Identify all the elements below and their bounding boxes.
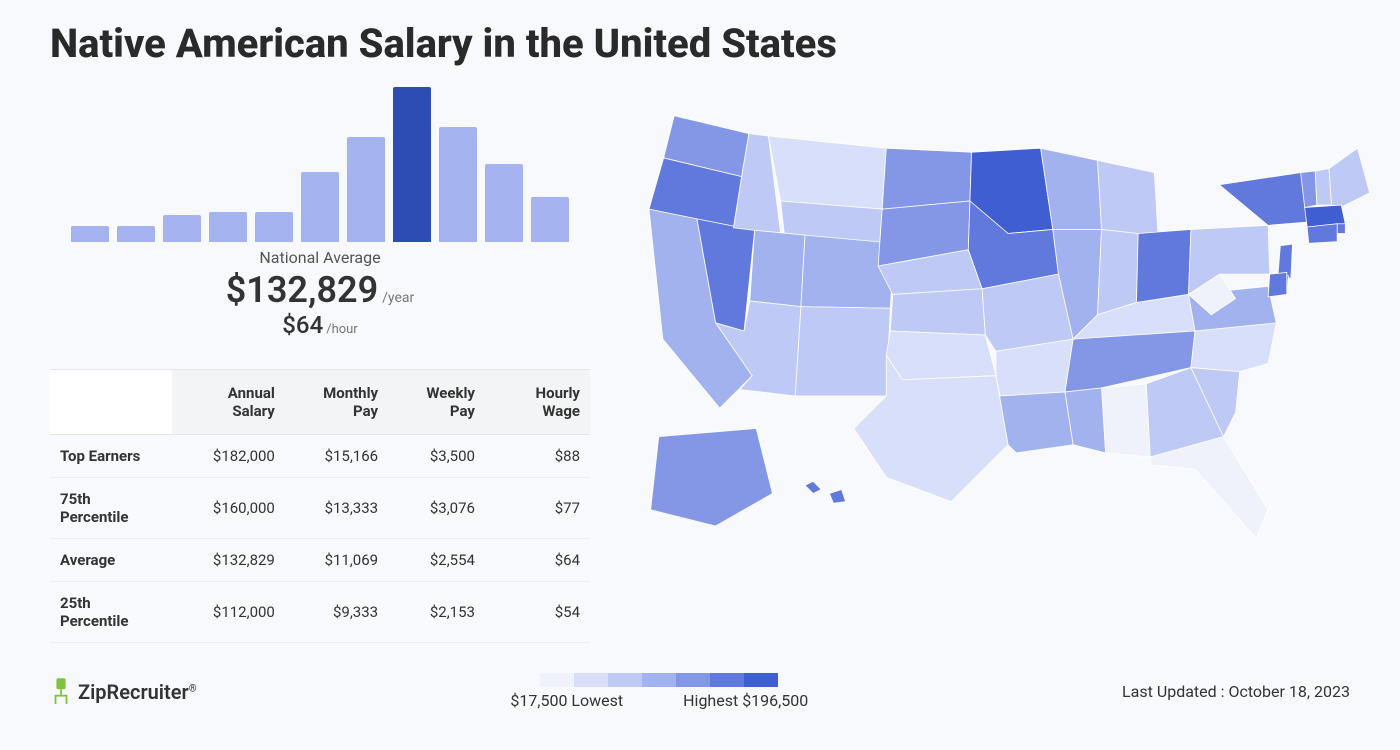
legend-low: $17,500 Lowest: [510, 691, 623, 710]
logo-text: ZipRecruiter: [78, 680, 189, 704]
salary-table: Annual SalaryMonthly PayWeekly PayHourly…: [50, 369, 590, 643]
state-ok: [886, 331, 996, 380]
state-pa: [1189, 225, 1270, 294]
table-cell: $3,076: [388, 478, 485, 539]
table-cell: $160,000: [172, 478, 285, 539]
table-cell: $15,166: [285, 435, 388, 478]
histogram-bar: [163, 215, 201, 242]
nat-avg-yearly-unit: /year: [382, 290, 414, 306]
table-header: Hourly Wage: [485, 370, 590, 435]
table-cell: $54: [485, 582, 590, 643]
legend-swatch: [608, 673, 642, 687]
table-row: Average$132,829$11,069$2,554$64: [50, 539, 590, 582]
state-mi: [1098, 160, 1159, 241]
state-ri: [1337, 224, 1345, 234]
nat-avg-yearly-value: $132,829: [226, 269, 378, 311]
salary-histogram: [70, 87, 570, 242]
table-cell: $77: [485, 478, 590, 539]
table-row: 25th Percentile$112,000$9,333$2,153$54: [50, 582, 590, 643]
state-ct: [1307, 224, 1337, 244]
table-cell: $11,069: [285, 539, 388, 582]
histogram-bar: [439, 127, 477, 242]
table-row: 75th Percentile$160,000$13,333$3,076$77: [50, 478, 590, 539]
nat-avg-hourly-value: $64: [282, 311, 323, 339]
table-cell: $88: [485, 435, 590, 478]
histogram-bar: [393, 87, 431, 242]
histogram-bar: [531, 197, 569, 242]
histogram-bar: [347, 137, 385, 242]
table-cell: $112,000: [172, 582, 285, 643]
legend-swatch: [642, 673, 676, 687]
table-cell: Average: [50, 539, 172, 582]
table-cell: $2,554: [388, 539, 485, 582]
histogram-bar: [485, 164, 523, 242]
table-cell: $13,333: [285, 478, 388, 539]
nat-avg-label: National Average: [50, 248, 590, 267]
table-header: Monthly Pay: [285, 370, 388, 435]
table-cell: 75th Percentile: [50, 478, 172, 539]
table-header: [50, 370, 172, 435]
state-ak: [651, 429, 773, 527]
state-oh: [1137, 229, 1191, 302]
page-title: Native American Salary in the United Sta…: [50, 20, 1350, 67]
histogram-bar: [71, 226, 109, 242]
ziprecruiter-logo: ZipRecruiter®: [50, 678, 197, 706]
last-updated: Last Updated : October 18, 2023: [1122, 682, 1350, 701]
legend-swatch: [574, 673, 608, 687]
state-nd: [882, 148, 971, 209]
us-map: [630, 87, 1350, 562]
table-row: Top Earners$182,000$15,166$3,500$88: [50, 435, 590, 478]
table-cell: $3,500: [388, 435, 485, 478]
legend-swatch: [744, 673, 778, 687]
state-ks: [890, 289, 985, 335]
nat-avg-hourly-unit: /hour: [326, 322, 358, 337]
table-cell: Top Earners: [50, 435, 172, 478]
state-nm: [795, 307, 890, 396]
state-mt: [768, 136, 886, 209]
histogram-bar: [255, 212, 293, 242]
legend-high: Highest $196,500: [683, 691, 808, 710]
nat-avg-yearly: $132,829/year: [50, 269, 590, 311]
histogram-bar: [301, 172, 339, 242]
nat-avg-hourly: $64/hour: [50, 311, 590, 339]
chair-icon: [50, 678, 72, 706]
state-ut: [750, 230, 805, 306]
state-me: [1329, 148, 1370, 209]
table-header: Annual Salary: [172, 370, 285, 435]
table-cell: $64: [485, 539, 590, 582]
histogram-bar: [209, 212, 247, 242]
state-md: [1268, 273, 1287, 297]
legend-swatch: [710, 673, 744, 687]
table-cell: $132,829: [172, 539, 285, 582]
table-cell: $9,333: [285, 582, 388, 643]
state-in: [1098, 229, 1139, 314]
histogram-bar: [117, 226, 155, 242]
table-cell: $182,000: [172, 435, 285, 478]
table-cell: $2,153: [388, 582, 485, 643]
state-fl: [1150, 437, 1268, 539]
map-legend: $17,500 Lowest Highest $196,500: [510, 673, 808, 710]
table-cell: 25th Percentile: [50, 582, 172, 643]
table-header: Weekly Pay: [388, 370, 485, 435]
state-al: [1102, 384, 1151, 457]
legend-swatch: [676, 673, 710, 687]
state-hi: [805, 481, 846, 503]
legend-swatch: [540, 673, 574, 687]
